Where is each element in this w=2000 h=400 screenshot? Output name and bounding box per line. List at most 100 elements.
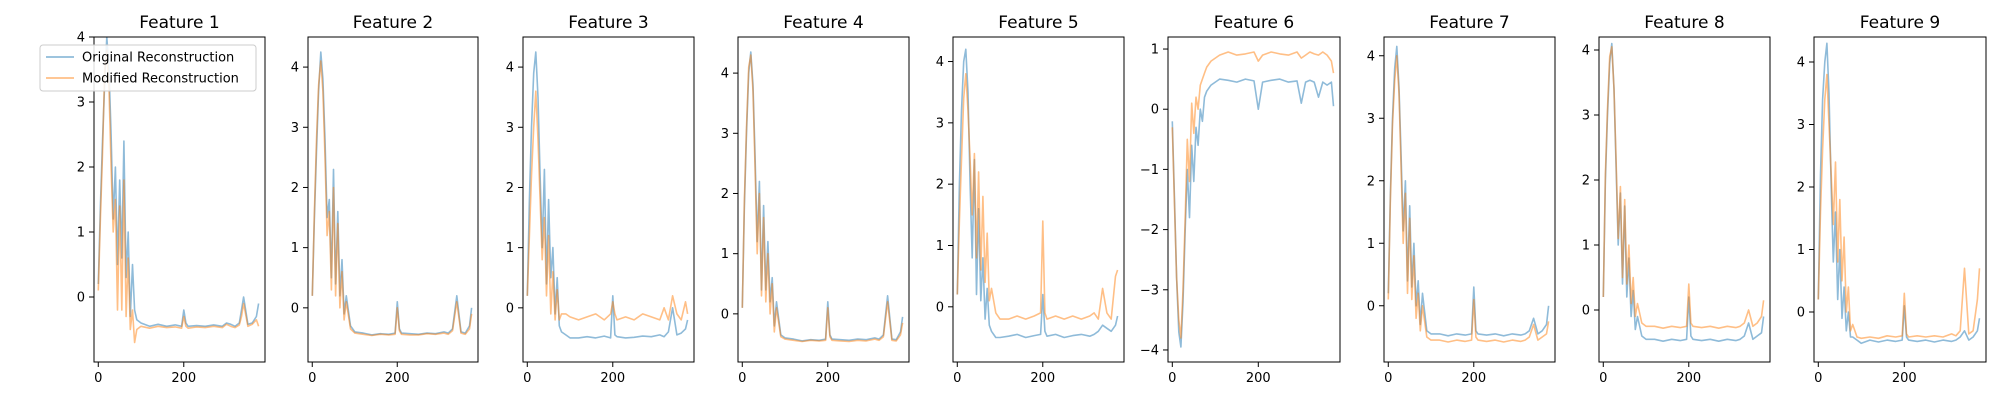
y-tick-label: 3	[1582, 109, 1590, 124]
y-tick-label: 2	[1367, 174, 1375, 189]
y-tick-label: 2	[936, 178, 944, 193]
x-tick-label: 200	[1461, 371, 1486, 386]
series-line-modified	[1602, 45, 1765, 330]
y-tick-label: 1	[291, 241, 299, 256]
plot-frame	[737, 36, 910, 363]
y-tick-label: −2	[1140, 223, 1159, 238]
subplot-title: Feature 8	[1644, 13, 1724, 33]
y-tick-label: −3	[1140, 283, 1159, 298]
x-tick-label: 0	[1168, 371, 1176, 386]
plot-frame	[1813, 36, 1987, 363]
subplot-5: Feature 5 0 200 0 1 2 3 4	[936, 13, 1125, 386]
x-tick-label: 0	[1384, 371, 1392, 386]
legend-label: Original Reconstruction	[82, 51, 234, 66]
x-tick-label: 200	[815, 371, 840, 386]
y-tick-label: 2	[77, 161, 85, 176]
y-tick-label: 4	[1367, 49, 1375, 64]
subplot-7: Feature 7 0 200 0 1 2 3 4	[1367, 13, 1556, 386]
x-tick-label: 200	[1676, 371, 1701, 386]
y-tick-label: 1	[1367, 237, 1375, 252]
series-line-original	[1602, 42, 1765, 343]
plot-frame	[307, 36, 479, 363]
y-tick-label: 0	[936, 300, 944, 315]
plot-frame	[1383, 36, 1556, 363]
y-tick-label: 2	[506, 181, 514, 196]
y-tick-label: 0	[1582, 304, 1590, 319]
y-tick-label: 3	[77, 96, 85, 111]
subplot-title: Feature 6	[1214, 13, 1294, 33]
subplot-9: Feature 9 0 200 0 1 2 3 4	[1797, 13, 1987, 386]
y-tick-label: 4	[936, 55, 944, 70]
x-tick-label: 0	[308, 371, 316, 386]
x-tick-label: 0	[1599, 371, 1607, 386]
y-tick-label: 0	[77, 291, 85, 306]
subplot-8: Feature 8 0 200 0 1 2 3 4	[1582, 13, 1771, 386]
y-tick-label: 4	[506, 61, 514, 76]
x-tick-label: 0	[94, 371, 102, 386]
subplot-title: Feature 4	[783, 13, 863, 33]
y-tick-label: 4	[721, 67, 729, 82]
y-tick-label: 2	[1797, 181, 1805, 196]
x-tick-label: 0	[1814, 371, 1822, 386]
subplot-3: Feature 3 0 200 0 1 2 3 4	[506, 13, 695, 386]
legend-box	[39, 44, 257, 92]
y-tick-label: 3	[936, 116, 944, 131]
y-tick-label: 1	[1151, 43, 1159, 58]
y-tick-label: 1	[1582, 239, 1590, 254]
series-line-modified	[956, 73, 1119, 320]
x-tick-label: 200	[171, 371, 196, 386]
subplot-title: Feature 1	[139, 13, 219, 33]
plot-frame	[93, 36, 266, 363]
y-tick-label: 4	[291, 61, 299, 76]
y-tick-label: 2	[1582, 174, 1590, 189]
x-tick-label: 0	[953, 371, 961, 386]
y-tick-label: 3	[1797, 118, 1805, 133]
subplot-title: Feature 3	[568, 13, 648, 33]
subplot-6: Feature 6 0 200 −4 −3 −2 −1 0 1	[1140, 13, 1341, 386]
y-tick-label: 3	[506, 121, 514, 136]
series-line-modified	[1817, 73, 1981, 340]
y-tick-label: 1	[77, 226, 85, 241]
legend-label: Modified Reconstruction	[82, 72, 239, 87]
subplot-title: Feature 2	[353, 13, 433, 33]
subplot-title: Feature 5	[998, 13, 1078, 33]
y-tick-label: 0	[721, 307, 729, 322]
y-tick-label: 4	[77, 31, 85, 46]
y-tick-label: 0	[1151, 103, 1159, 118]
series-line-modified	[311, 60, 473, 337]
y-tick-label: 2	[721, 187, 729, 202]
subplot-title: Feature 9	[1860, 13, 1940, 33]
y-tick-label: 0	[506, 301, 514, 316]
y-tick-label: 4	[1582, 44, 1590, 59]
y-tick-label: 1	[936, 239, 944, 254]
y-tick-label: 0	[291, 301, 299, 316]
y-tick-label: 4	[1797, 56, 1805, 71]
y-tick-label: −4	[1140, 343, 1159, 358]
y-tick-label: −1	[1140, 163, 1159, 178]
y-tick-label: 3	[721, 127, 729, 142]
plot-frame	[522, 36, 695, 363]
series-line-modified	[741, 54, 904, 343]
x-tick-label: 0	[523, 371, 531, 386]
y-tick-label: 0	[1367, 299, 1375, 314]
series-line-modified	[1387, 54, 1550, 343]
subplot-title: Feature 7	[1429, 13, 1509, 33]
series-line-original	[956, 48, 1119, 339]
y-tick-label: 1	[1797, 243, 1805, 258]
plot-frame	[1167, 36, 1341, 363]
x-tick-label: 200	[1030, 371, 1055, 386]
y-tick-label: 3	[291, 121, 299, 136]
subplot-2: Feature 2 0 200 0 1 2 3 4	[291, 13, 479, 386]
x-tick-label: 200	[1892, 371, 1917, 386]
plot-frame	[952, 36, 1125, 363]
x-tick-label: 200	[1246, 371, 1271, 386]
y-tick-label: 2	[291, 181, 299, 196]
x-tick-label: 200	[600, 371, 625, 386]
series-line-modified	[1171, 51, 1335, 339]
series-line-modified	[97, 49, 260, 344]
y-tick-label: 0	[1797, 306, 1805, 321]
y-tick-label: 3	[1367, 112, 1375, 127]
legend: Original Reconstruction Modified Reconstr…	[39, 44, 257, 92]
y-tick-label: 1	[506, 241, 514, 256]
